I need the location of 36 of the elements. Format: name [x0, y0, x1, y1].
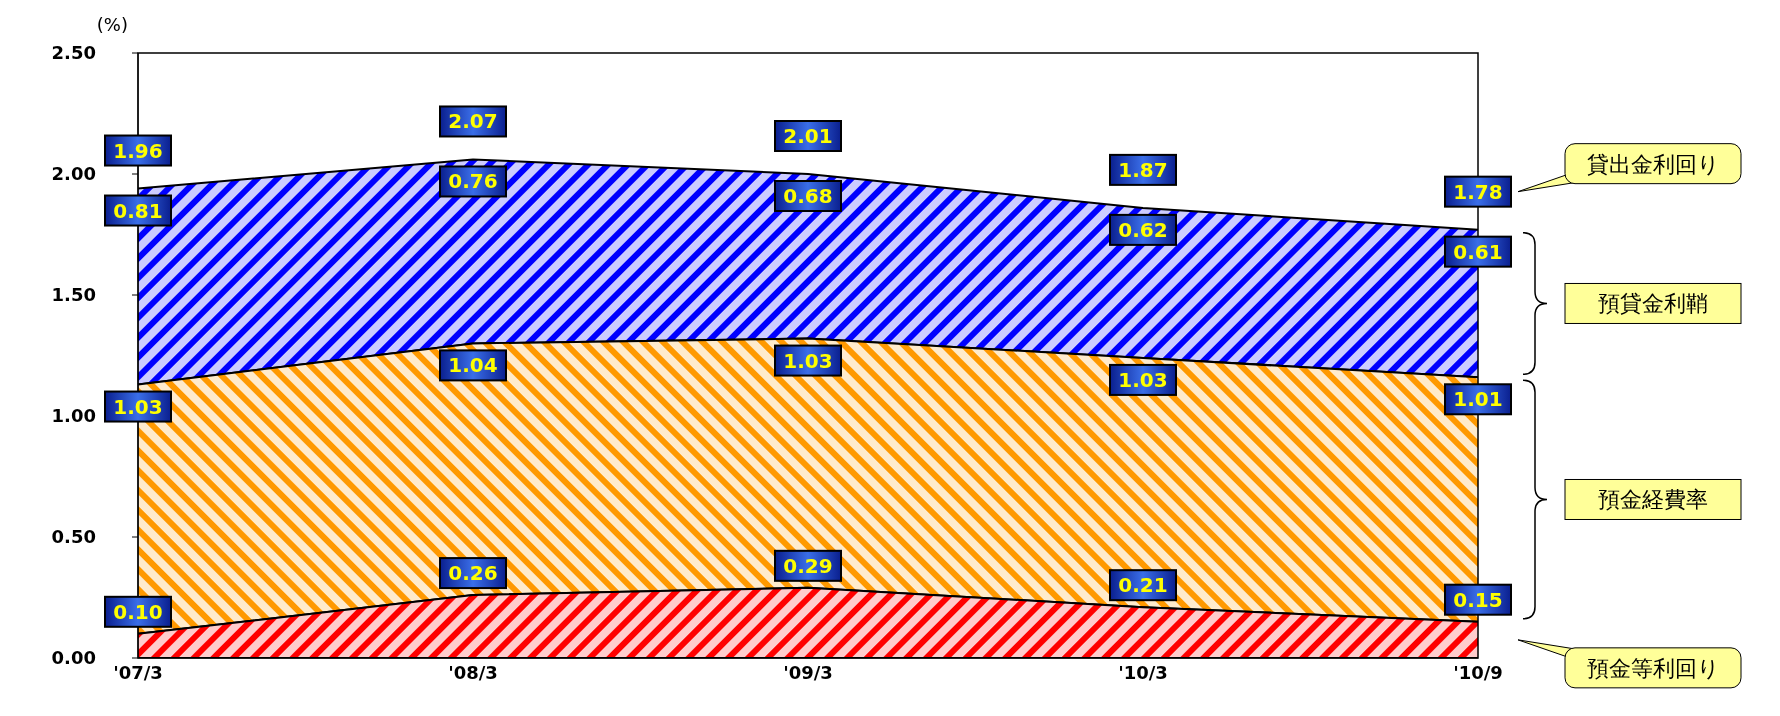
- x-tick-label: '10/9: [1453, 661, 1503, 683]
- total-label: 1.78: [1453, 179, 1503, 204]
- x-tick-label: '10/3: [1118, 661, 1168, 683]
- x-tick-label: '09/3: [783, 661, 833, 683]
- data-label: 0.68: [783, 184, 833, 208]
- data-label: 0.76: [448, 169, 498, 194]
- total-label: 1.87: [1118, 157, 1168, 182]
- data-label: 1.03: [783, 348, 833, 373]
- y-tick-label: 2.50: [51, 42, 96, 64]
- y-tick-label: 0.00: [51, 647, 96, 669]
- data-label: 0.62: [1118, 217, 1168, 242]
- data-label: 1.03: [113, 394, 163, 419]
- data-label: 0.29: [783, 553, 833, 578]
- x-tick-label: '08/3: [448, 661, 498, 683]
- x-tick-label: '07/3: [113, 661, 163, 683]
- data-label: 0.10: [113, 599, 163, 624]
- y-tick-label: 0.50: [51, 526, 96, 548]
- data-label: 0.61: [1453, 239, 1503, 264]
- total-label: 2.01: [783, 124, 833, 148]
- data-label: 1.04: [448, 353, 498, 378]
- total-label: 2.07: [448, 109, 498, 134]
- y-tick-label: 2.00: [51, 163, 96, 185]
- data-label: 1.03: [1118, 367, 1168, 392]
- data-label: 0.26: [448, 561, 498, 586]
- total-label: 1.96: [113, 138, 163, 163]
- y-tick-label: 1.00: [51, 405, 96, 427]
- data-label: 0.81: [113, 198, 163, 223]
- data-label: 0.21: [1118, 573, 1168, 598]
- text: 貸出金利回り: [1586, 151, 1720, 177]
- y-axis-title: (%): [96, 14, 128, 35]
- data-label: 1.01: [1453, 387, 1503, 412]
- y-tick-label: 1.50: [51, 284, 96, 306]
- text: 預金等利回り: [1586, 655, 1720, 681]
- text: 預金経費率: [1598, 487, 1708, 513]
- text: 預貸金利鞘: [1598, 291, 1708, 317]
- data-label: 0.15: [1453, 587, 1503, 612]
